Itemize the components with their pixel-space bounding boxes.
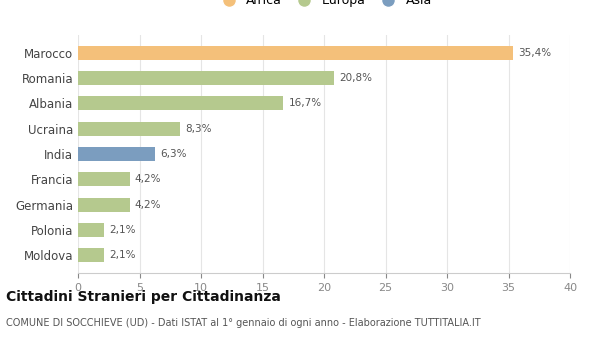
Text: 2,1%: 2,1% xyxy=(109,250,135,260)
Bar xyxy=(78,198,130,211)
Text: 2,1%: 2,1% xyxy=(109,225,135,235)
Bar xyxy=(78,223,104,237)
Bar xyxy=(78,248,104,262)
Text: COMUNE DI SOCCHIEVE (UD) - Dati ISTAT al 1° gennaio di ogni anno - Elaborazione : COMUNE DI SOCCHIEVE (UD) - Dati ISTAT al… xyxy=(6,318,481,329)
Bar xyxy=(78,122,180,136)
Text: Cittadini Stranieri per Cittadinanza: Cittadini Stranieri per Cittadinanza xyxy=(6,290,281,304)
Bar xyxy=(78,97,283,110)
Text: 16,7%: 16,7% xyxy=(289,98,322,108)
Text: 6,3%: 6,3% xyxy=(160,149,187,159)
Text: 4,2%: 4,2% xyxy=(134,174,161,184)
Legend: Africa, Europa, Asia: Africa, Europa, Asia xyxy=(211,0,437,12)
Bar xyxy=(78,71,334,85)
Bar xyxy=(78,172,130,186)
Bar xyxy=(78,147,155,161)
Text: 8,3%: 8,3% xyxy=(185,124,212,134)
Text: 35,4%: 35,4% xyxy=(518,48,551,58)
Text: 20,8%: 20,8% xyxy=(339,73,372,83)
Text: 4,2%: 4,2% xyxy=(134,199,161,210)
Bar xyxy=(78,46,514,60)
